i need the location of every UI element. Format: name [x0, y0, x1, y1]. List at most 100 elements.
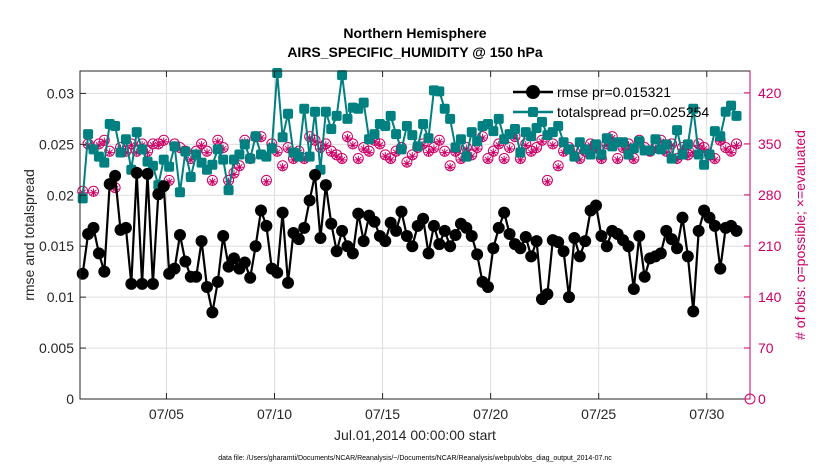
- obs-evaluated-point: [229, 170, 239, 179]
- totalspread-point: [445, 113, 456, 124]
- obs-evaluated-point: [726, 148, 736, 157]
- rmse-point: [136, 277, 149, 290]
- totalspread-point: [99, 157, 110, 168]
- y-axis-label-right: # of obs: o=possible; ×=evaluated: [792, 130, 808, 340]
- rmse-point: [346, 247, 359, 260]
- obs-evaluated-point: [516, 155, 525, 165]
- obs-evaluated-glyph: [526, 148, 536, 157]
- obs-evaluated-glyph: [429, 144, 439, 154]
- y-right-tick-label: 350: [758, 136, 782, 152]
- obs-evaluated-glyph: [726, 148, 736, 157]
- rmse-point: [330, 245, 343, 258]
- obs-evaluated-point: [332, 152, 341, 161]
- obs-evaluated-glyph: [683, 152, 693, 161]
- obs-evaluated-glyph: [348, 141, 358, 150]
- rmse-point: [681, 250, 694, 263]
- y-right-tick-label: 420: [758, 85, 782, 101]
- rmse-series: [76, 166, 743, 319]
- obs-evaluated-point: [386, 155, 395, 165]
- obs-evaluated-point: [127, 141, 136, 150]
- obs-evaluated-point: [586, 141, 595, 150]
- obs-evaluated-point: [618, 144, 628, 154]
- obs-evaluated-glyph: [624, 141, 633, 150]
- obs-evaluated-point: [424, 148, 433, 157]
- obs-evaluated-point: [478, 133, 487, 143]
- rmse-point: [217, 230, 230, 243]
- totalspread-point: [509, 124, 520, 135]
- rmse-point: [503, 227, 516, 240]
- totalspread-point: [320, 106, 331, 117]
- obs-evaluated-point: [256, 133, 266, 143]
- rmse-point: [627, 282, 640, 295]
- rmse-point: [179, 255, 192, 268]
- totalspread-point: [358, 97, 369, 108]
- totalspread-point: [174, 187, 185, 198]
- obs-evaluated-glyph: [543, 177, 552, 186]
- totalspread-point: [591, 139, 602, 150]
- y-right-tick-label: 280: [758, 187, 782, 203]
- totalspread-point: [277, 132, 288, 143]
- obs-evaluated-point: [94, 141, 104, 150]
- obs-evaluated-point: [445, 163, 455, 172]
- obs-evaluated-point: [278, 163, 287, 172]
- obs-evaluated-point: [613, 155, 622, 165]
- rmse-point: [622, 240, 635, 253]
- rmse-point: [562, 291, 575, 304]
- rmse-point: [125, 277, 138, 290]
- obs-evaluated-point: [310, 137, 320, 146]
- rmse-point: [87, 221, 100, 234]
- obs-evaluated-glyph: [327, 148, 336, 157]
- obs-evaluated-point: [202, 148, 212, 157]
- obs-evaluated-point: [721, 144, 730, 154]
- obs-evaluated-point: [494, 141, 503, 150]
- totalspread-point: [261, 151, 272, 162]
- obs-evaluated-point: [435, 137, 444, 146]
- totalspread-point: [293, 151, 304, 162]
- totalspread-point: [380, 121, 391, 132]
- obs-evaluated-point: [597, 155, 606, 165]
- rmse-point: [146, 277, 159, 290]
- totalspread-point: [207, 159, 218, 170]
- legend-spread-label: totalspread pr=0.025254: [557, 104, 709, 120]
- rmse-point: [227, 252, 240, 265]
- rmse-point: [541, 288, 554, 301]
- y-left-tick-label: 0: [66, 391, 74, 407]
- totalspread-point: [488, 126, 499, 137]
- obs-evaluated-glyph: [656, 137, 666, 146]
- obs-evaluated-glyph: [283, 144, 293, 154]
- obs-evaluated-point: [175, 144, 185, 154]
- x-tick-label: 07/20: [473, 406, 508, 422]
- obs-evaluated-point: [429, 144, 439, 154]
- totalspread-point: [569, 151, 580, 162]
- obs-evaluated-point: [689, 148, 698, 157]
- obs-evaluated-point: [537, 137, 547, 146]
- obs-evaluated-glyph: [510, 133, 520, 143]
- obs-evaluated-point: [543, 177, 552, 186]
- obs-evaluated-point: [348, 141, 358, 150]
- rmse-point: [687, 305, 700, 318]
- rmse-point: [168, 262, 181, 275]
- obs-evaluated-glyph: [105, 148, 114, 157]
- obs-evaluated-glyph: [370, 137, 379, 146]
- rmse-point: [211, 275, 224, 288]
- obs-evaluated-glyph: [391, 148, 401, 157]
- totalspread-point: [337, 70, 348, 81]
- obs-evaluated-glyph: [699, 144, 709, 154]
- legend-rmse-label: rmse pr=0.015321: [557, 84, 671, 100]
- totalspread-point: [304, 151, 315, 162]
- obs-evaluated-glyph: [499, 155, 509, 165]
- obs-evaluated-glyph: [381, 152, 390, 161]
- totalspread-point: [461, 151, 472, 162]
- rmse-point: [249, 240, 262, 253]
- obs-evaluated-glyph: [494, 141, 503, 150]
- obs-evaluated-point: [532, 144, 541, 154]
- obs-evaluated-point: [105, 148, 114, 157]
- obs-evaluated-point: [218, 144, 228, 154]
- totalspread-point: [120, 134, 131, 145]
- totalspread-point: [553, 121, 564, 132]
- rmse-point: [357, 235, 370, 248]
- obs-evaluated-glyph: [218, 144, 228, 154]
- obs-evaluated-point: [89, 188, 98, 197]
- obs-evaluated-glyph: [478, 133, 487, 143]
- obs-evaluated-point: [667, 141, 676, 150]
